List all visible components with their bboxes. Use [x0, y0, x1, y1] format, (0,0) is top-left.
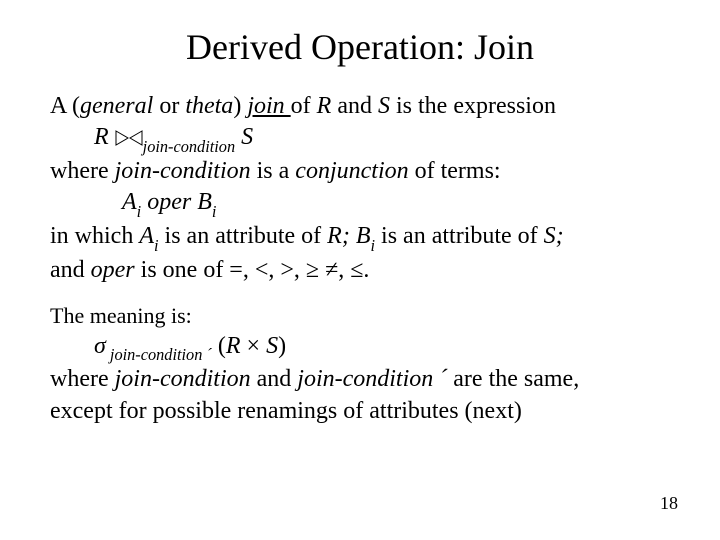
text-join-condition: join-condition — [115, 366, 251, 392]
text-oper: oper — [141, 189, 197, 215]
text: ) — [278, 333, 286, 359]
text: and — [251, 366, 298, 392]
text-A: A — [139, 223, 154, 249]
text: of terms: — [409, 158, 501, 184]
subscript-i: i — [154, 236, 159, 255]
text-join: join — [247, 93, 290, 119]
sigma-icon: σ — [94, 333, 106, 359]
slide: Derived Operation: Join A (general or th… — [0, 0, 720, 540]
text: ( — [212, 333, 226, 359]
text: where — [50, 366, 115, 392]
text-R: R — [94, 124, 109, 150]
text: is the expression — [390, 93, 556, 119]
text-B: B — [356, 223, 371, 249]
times-icon: × — [241, 333, 267, 359]
subscript-i: i — [212, 202, 217, 221]
line-10: except for possible renamings of attribu… — [50, 397, 670, 426]
text: are the same, — [447, 366, 579, 392]
slide-title: Derived Operation: Join — [50, 26, 670, 68]
subscript-i: i — [137, 202, 142, 221]
text: A ( — [50, 93, 80, 119]
line-3: where join-condition is a conjunction of… — [50, 157, 670, 186]
text: is a — [251, 158, 296, 184]
text: and — [331, 93, 378, 119]
page-number: 18 — [660, 493, 678, 514]
text-theta: theta — [185, 93, 233, 119]
text-conjunction: conjunction — [295, 158, 408, 184]
line-6: and oper is one of =, <, >, ≥ ≠, ≤. — [50, 256, 670, 285]
text-prime: ´ — [433, 366, 447, 392]
text-S: S — [266, 333, 278, 359]
text-S: S — [378, 93, 390, 119]
text-join-condition: join-condition — [297, 366, 433, 392]
line-5: in which Ai is an attribute of R; Bi is … — [50, 222, 670, 254]
subscript-join-condition-prime: join-condition ´ — [106, 345, 212, 364]
line-4: Ai oper Bi — [50, 188, 670, 220]
join-icon — [115, 125, 143, 154]
text: ) — [233, 93, 247, 119]
line-7: The meaning is: — [50, 303, 670, 330]
text: where — [50, 158, 115, 184]
text: is an attribute of — [159, 223, 328, 249]
text-general: general — [80, 93, 153, 119]
text-S: S; — [544, 223, 564, 249]
text: is one of =, <, >, ≥ ≠, ≤. — [135, 257, 370, 283]
line-8: σ join-condition ´ (R × S) — [50, 332, 670, 364]
spacer — [50, 287, 670, 303]
slide-body: A (general or theta) join of R and S is … — [50, 92, 670, 426]
text-R: R; — [327, 223, 350, 249]
line-2: R join-condition S — [50, 123, 670, 155]
text-join-condition: join-condition — [115, 158, 251, 184]
text: in which — [50, 223, 139, 249]
text-R: R — [226, 333, 241, 359]
text-oper: oper — [91, 257, 135, 283]
text-A: A — [122, 189, 137, 215]
text: of — [291, 93, 317, 119]
text-B: B — [197, 189, 212, 215]
text: and — [50, 257, 91, 283]
subscript-join-condition: join-condition — [143, 137, 235, 156]
text: is an attribute of — [375, 223, 544, 249]
line-1: A (general or theta) join of R and S is … — [50, 92, 670, 121]
text-R: R — [317, 93, 332, 119]
text: or — [153, 93, 185, 119]
line-9: where join-condition and join-condition … — [50, 365, 670, 394]
text-S: S — [235, 124, 253, 150]
subscript-i: i — [371, 236, 376, 255]
